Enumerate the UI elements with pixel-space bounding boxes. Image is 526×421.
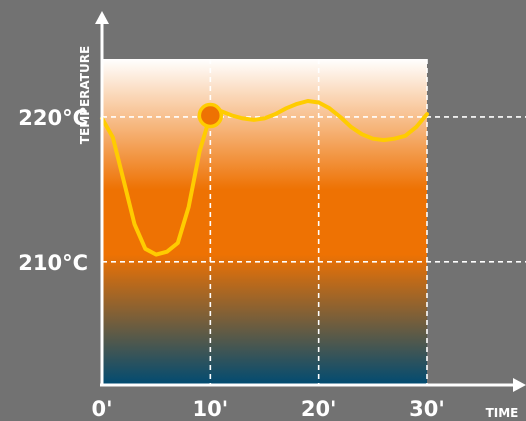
- x-axis-label: TIME: [486, 406, 519, 420]
- y-tick-label: 220°C: [18, 106, 88, 130]
- x-tick-label: 0': [91, 397, 112, 421]
- x-tick-label: 20': [301, 397, 337, 421]
- temperature-series-line: [100, 99, 429, 257]
- x-axis-arrow-icon: [513, 378, 526, 392]
- y-axis-label: TEMPERATURE: [78, 46, 92, 144]
- y-axis-arrow-icon: [95, 11, 109, 24]
- plot-gradient-band: [102, 59, 427, 385]
- highlight-point-marker: [197, 102, 224, 129]
- axes: [95, 11, 526, 392]
- y-tick-label: 210°C: [18, 251, 88, 275]
- x-tick-label: 30': [409, 397, 445, 421]
- tick-labels: 0' 10' 20' 30' 210°C 220°C: [18, 106, 445, 421]
- x-tick-label: 10': [193, 397, 229, 421]
